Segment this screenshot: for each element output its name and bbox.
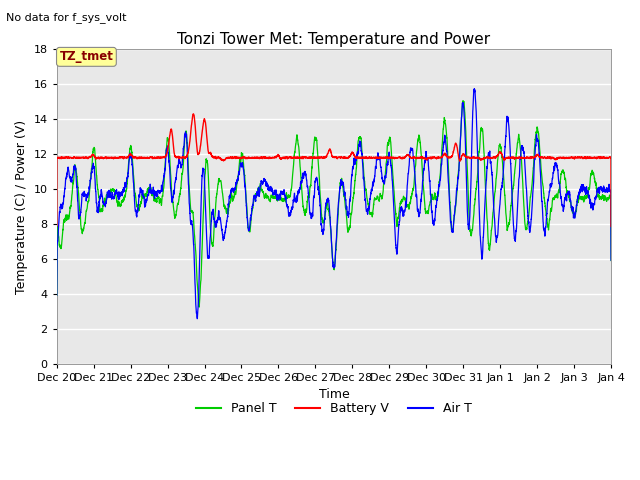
Y-axis label: Temperature (C) / Power (V): Temperature (C) / Power (V) — [15, 120, 28, 294]
Text: No data for f_sys_volt: No data for f_sys_volt — [6, 12, 127, 23]
Text: TZ_tmet: TZ_tmet — [60, 50, 113, 63]
X-axis label: Time: Time — [319, 388, 349, 401]
Title: Tonzi Tower Met: Temperature and Power: Tonzi Tower Met: Temperature and Power — [177, 32, 490, 47]
Legend: Panel T, Battery V, Air T: Panel T, Battery V, Air T — [191, 397, 477, 420]
